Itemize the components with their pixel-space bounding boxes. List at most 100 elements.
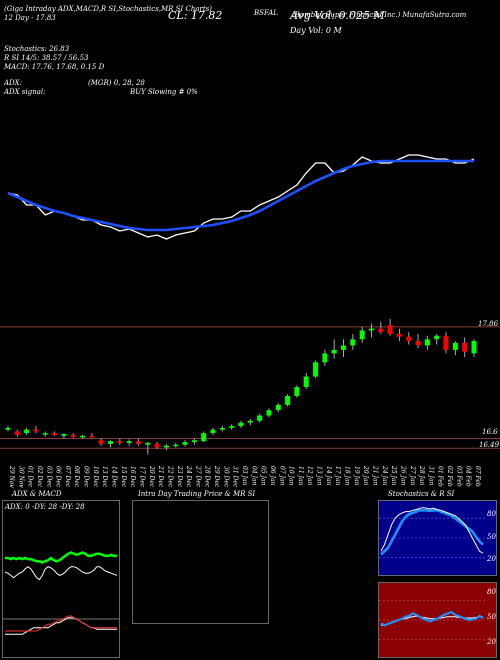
date-label: 14 Jan [325, 466, 332, 486]
adx-panel-values: ADX: 0 -DY: 28 -DY: 28 [5, 503, 85, 511]
candle-body [14, 431, 20, 435]
date-label: 13 Dec [101, 466, 108, 488]
candle-body [52, 433, 58, 435]
candle [89, 433, 95, 438]
date-label: 31 Jan [427, 466, 434, 486]
rsi-tick-80: 80 [487, 588, 496, 596]
candle [387, 318, 393, 336]
candle-body [331, 349, 337, 354]
candle-body [89, 435, 95, 438]
candle-body [24, 429, 30, 434]
level-label-lower2: 16.49 [479, 441, 500, 449]
stochastics-chart [379, 507, 485, 559]
candle-body [61, 434, 67, 436]
candle-body [294, 387, 300, 396]
header-title: (Giga Intraday ADX,MACD,R SI,Stochastics… [4, 5, 212, 13]
candle [341, 339, 346, 357]
candle-body [42, 433, 48, 435]
date-label: 21 Jan [372, 465, 379, 486]
candle-body [406, 336, 412, 341]
date-label: 05 Jan [260, 466, 267, 486]
date-label: 27 Jan [409, 465, 416, 486]
intraday-panel [132, 500, 269, 624]
candle [80, 434, 86, 439]
candlesticks [5, 318, 477, 455]
date-label: 06 Jan [269, 466, 276, 486]
candle [126, 439, 132, 446]
macd-signal-line [5, 617, 117, 635]
candle [350, 333, 356, 350]
candle [70, 433, 76, 438]
candle-body [434, 335, 440, 340]
company-name: (Bombay Super Financial Inc.) MunafaSutr… [292, 11, 467, 19]
candle-body [108, 441, 113, 444]
overlay-lines [7, 154, 475, 240]
date-label: 30 Dec [222, 466, 229, 488]
candle [443, 332, 449, 354]
date-label: 31 Dec [232, 466, 239, 488]
candle [182, 440, 188, 447]
date-label: 04 Feb [465, 466, 472, 487]
day-volume: Day Vol: 0 M [290, 26, 342, 35]
date-label: 03 Jan [241, 466, 248, 486]
candle [452, 341, 458, 356]
candle [136, 438, 141, 446]
date-label: 23 Dec [176, 465, 183, 488]
rsi-panel: 80 50 20 [378, 582, 497, 658]
date-label: 02 Dec [36, 466, 43, 488]
date-label: 30 Nov [17, 466, 24, 488]
candle [98, 438, 104, 446]
adx-minus-line [4, 566, 118, 581]
adx-macd-panel: ADX: 0 -DY: 28 -DY: 28 [2, 500, 120, 658]
level-label-lower1: 16.6 [482, 428, 498, 436]
date-label: 22 Dec [166, 465, 173, 488]
header-ma-value: 12 Day - 17.83 [4, 14, 56, 22]
buy-signal: BUY Slowing # 0% [130, 88, 198, 96]
rsi-tick-50: 50 [487, 613, 496, 621]
candle [5, 426, 11, 432]
adx-signal-label: ADX signal: [4, 88, 46, 96]
date-label: 10 Dec [92, 466, 99, 488]
date-label: 04 Jan [250, 466, 257, 486]
candle-body [5, 427, 11, 430]
candle-body [350, 339, 356, 346]
candle [434, 333, 440, 345]
date-label: 16 Dec [129, 466, 136, 488]
candle-body [471, 341, 477, 354]
avg-volume: Avg Vol: 0.025 M [290, 9, 385, 22]
candle [275, 403, 281, 412]
candle [42, 431, 48, 437]
rsi-value: R SI 14/5: 38.57 / 56.53 [4, 54, 89, 62]
price-levels [0, 326, 500, 449]
date-label: 24 Jan [381, 465, 388, 486]
candle-body [247, 420, 253, 423]
macd-line [5, 615, 117, 632]
level-label-upper: 17.86 [478, 320, 499, 328]
candle [285, 394, 291, 407]
candle-body [238, 422, 244, 427]
adx-plus-line [5, 551, 117, 564]
candle [322, 349, 328, 366]
candle [331, 339, 337, 359]
date-label: 27 Dec [194, 465, 201, 488]
date-label: 03 Feb [455, 466, 462, 487]
date-label: 09 Dec [83, 466, 90, 488]
candle [396, 328, 402, 342]
candle [173, 442, 179, 448]
candle [61, 433, 67, 439]
candle [191, 438, 197, 445]
candle-body [117, 441, 123, 443]
candle [415, 333, 421, 349]
candle-body [322, 353, 328, 363]
date-label: 25 Jan [390, 465, 397, 486]
candle [471, 339, 477, 357]
candle [378, 321, 384, 334]
candle-body [452, 342, 458, 350]
stochastics-value: Stochastics: 26.83 [4, 45, 70, 53]
date-label: 29 Nov [8, 465, 15, 488]
candle-body [201, 433, 207, 442]
date-label: 13 Jan [316, 466, 323, 486]
candle [33, 426, 39, 434]
candle [145, 442, 151, 455]
adx-label: ADX: [4, 79, 23, 87]
